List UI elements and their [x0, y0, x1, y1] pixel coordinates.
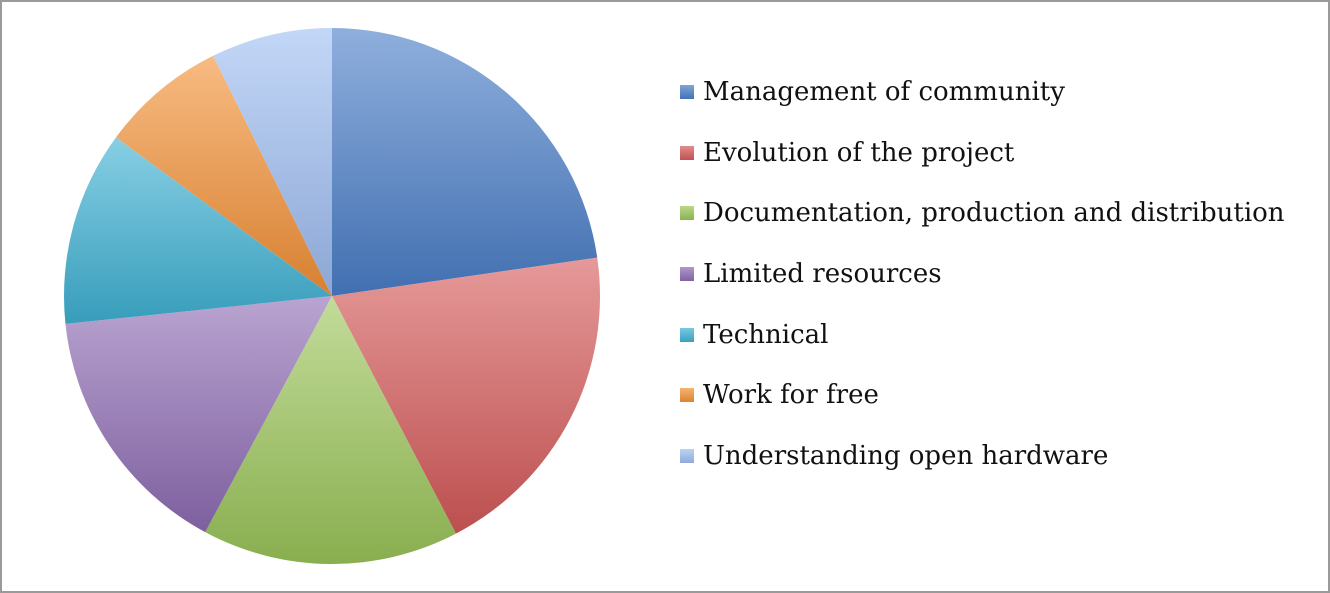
legend-item-evolution-of-the-project: Evolution of the project [680, 135, 1285, 196]
pie-slice-evolution-of-the-project [332, 257, 600, 534]
legend-swatch [680, 267, 694, 282]
legend-label: Evolution of the project [703, 137, 1015, 168]
legend-swatch [680, 206, 694, 221]
legend: Management of community Evolution of the … [680, 74, 1285, 499]
legend-swatch [680, 449, 694, 464]
legend-item-understanding-open-hardware: Understanding open hardware [680, 438, 1285, 499]
legend-item-limited-resources: Limited resources [680, 256, 1285, 317]
legend-item-technical: Technical [680, 317, 1285, 378]
legend-item-management-of-community: Management of community [680, 74, 1285, 135]
pie-slice-management-of-community [332, 28, 598, 296]
legend-label: Documentation, production and distributi… [703, 198, 1285, 229]
legend-item-work-for-free: Work for free [680, 377, 1285, 438]
legend-swatch [680, 388, 694, 403]
pie-slice-understanding-open-hardware [213, 27, 332, 296]
legend-label: Technical [703, 319, 829, 350]
legend-swatch [680, 145, 694, 160]
legend-label: Management of community [703, 77, 1065, 107]
legend-swatch [680, 327, 694, 342]
legend-swatch [680, 85, 694, 99]
pie-slice-technical [64, 137, 333, 324]
legend-label: Limited resources [703, 259, 942, 290]
legend-label: Understanding open hardware [703, 441, 1109, 472]
pie-slice-limited-resources [65, 296, 333, 533]
pie-slices [64, 27, 600, 564]
pie-slice-work-for-free [116, 55, 332, 297]
pie-slice-documentation-production-and-distribution [205, 296, 456, 564]
legend-item-documentation-production-and-distribution: Documentation, production and distributi… [680, 195, 1285, 256]
legend-label: Work for free [703, 380, 879, 411]
